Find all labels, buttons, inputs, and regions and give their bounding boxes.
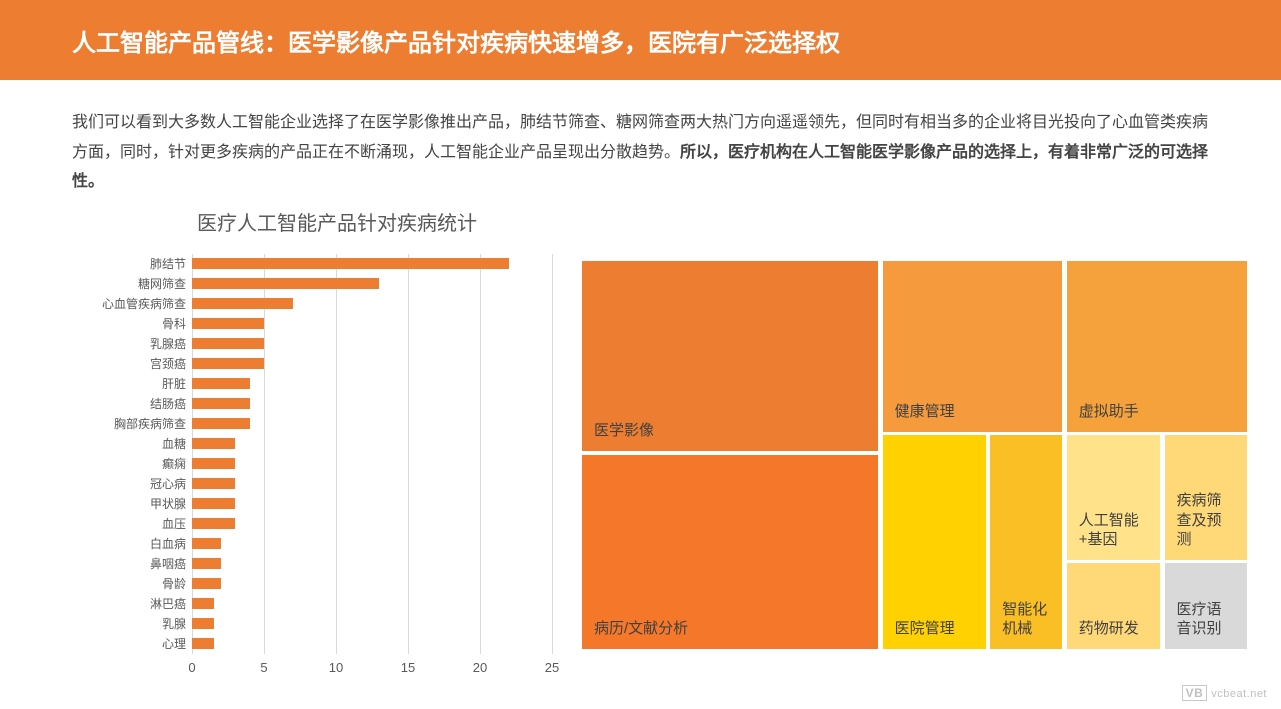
bar: [192, 318, 264, 329]
x-tick-label: 0: [188, 660, 195, 675]
watermark-text: vcbeat.net: [1211, 688, 1267, 700]
bar: [192, 418, 250, 429]
bar: [192, 278, 379, 289]
bar: [192, 298, 293, 309]
bar-row: 血压: [192, 514, 552, 534]
treemap-container: 医学影像病历/文献分析健康管理虚拟助手医院管理智能化机械人工智能+基因药物研发疾…: [582, 207, 1247, 684]
treemap-cell: 健康管理: [883, 261, 1063, 432]
bar-label: 乳腺癌: [77, 335, 192, 352]
x-tick-label: 10: [329, 660, 343, 675]
bar: [192, 398, 250, 409]
treemap-cell: 医疗语音识别: [1165, 563, 1247, 648]
bar: [192, 358, 264, 369]
bar-label: 糖网筛查: [77, 275, 192, 292]
bar-label: 骨科: [77, 315, 192, 332]
bar-row: 结肠癌: [192, 394, 552, 414]
bar-label: 甲状腺: [77, 495, 192, 512]
bar: [192, 338, 264, 349]
bar-label: 肺结节: [77, 255, 192, 272]
x-tick-label: 20: [473, 660, 487, 675]
bar-row: 乳腺癌: [192, 334, 552, 354]
bar: [192, 458, 235, 469]
bar-label: 白血病: [77, 535, 192, 552]
bar-chart-plot-area: 肺结节糖网筛查心血管疾病筛查骨科乳腺癌宫颈癌肝脏结肠癌胸部疾病筛查血糖癫痫冠心病…: [192, 254, 552, 654]
treemap-cell: 疾病筛查及预测: [1165, 435, 1247, 559]
watermark-box: VB: [1182, 685, 1208, 701]
watermark: VBvcbeat.net: [1182, 685, 1267, 701]
bar: [192, 598, 214, 609]
bar-row: 淋巴癌: [192, 594, 552, 614]
content-row: 医疗人工智能产品针对疾病统计 肺结节糖网筛查心血管疾病筛查骨科乳腺癌宫颈癌肝脏结…: [0, 207, 1281, 684]
x-tick-label: 5: [260, 660, 267, 675]
treemap-cell: 医学影像: [582, 261, 878, 451]
bar-label: 鼻咽癌: [77, 555, 192, 572]
bar: [192, 538, 221, 549]
treemap-cell: 智能化机械: [990, 435, 1062, 648]
bar-label: 宫颈癌: [77, 355, 192, 372]
intro-paragraph: 我们可以看到大多数人工智能企业选择了在医学影像推出产品，肺结节筛查、糖网筛查两大…: [0, 80, 1281, 207]
bar-row: 甲状腺: [192, 494, 552, 514]
page-title: 人工智能产品管线：医学影像产品针对疾病快速增多，医院有广泛选择权: [72, 23, 840, 58]
bar-label: 心血管疾病筛查: [77, 295, 192, 312]
bar-label: 肝脏: [77, 375, 192, 392]
bar-row: 骨龄: [192, 574, 552, 594]
bar-row: 胸部疾病筛查: [192, 414, 552, 434]
x-tick-label: 15: [401, 660, 415, 675]
bar-row: 鼻咽癌: [192, 554, 552, 574]
bar: [192, 518, 235, 529]
bar-row: 癫痫: [192, 454, 552, 474]
bar-chart-container: 医疗人工智能产品针对疾病统计 肺结节糖网筛查心血管疾病筛查骨科乳腺癌宫颈癌肝脏结…: [72, 207, 562, 684]
bar: [192, 638, 214, 649]
bar-label: 胸部疾病筛查: [77, 415, 192, 432]
bar-chart-x-axis: 0510152025: [192, 654, 552, 684]
bar-row: 心理: [192, 634, 552, 654]
bar-label: 癫痫: [77, 455, 192, 472]
bar-row: 肺结节: [192, 254, 552, 274]
treemap-cell: 药物研发: [1067, 563, 1160, 648]
bar-label: 血糖: [77, 435, 192, 452]
bar-label: 血压: [77, 515, 192, 532]
header-band: 人工智能产品管线：医学影像产品针对疾病快速增多，医院有广泛选择权: [0, 0, 1281, 80]
bar-chart-title: 医疗人工智能产品针对疾病统计: [112, 207, 562, 236]
bar-label: 骨龄: [77, 575, 192, 592]
bar-row: 骨科: [192, 314, 552, 334]
treemap: 医学影像病历/文献分析健康管理虚拟助手医院管理智能化机械人工智能+基因药物研发疾…: [582, 261, 1247, 649]
bar: [192, 478, 235, 489]
bar-row: 心血管疾病筛查: [192, 294, 552, 314]
bar-row: 乳腺: [192, 614, 552, 634]
bar: [192, 258, 509, 269]
bar-chart: 肺结节糖网筛查心血管疾病筛查骨科乳腺癌宫颈癌肝脏结肠癌胸部疾病筛查血糖癫痫冠心病…: [72, 254, 562, 684]
treemap-cell: 虚拟助手: [1067, 261, 1247, 432]
bar-label: 冠心病: [77, 475, 192, 492]
bar-label: 淋巴癌: [77, 595, 192, 612]
bar-row: 白血病: [192, 534, 552, 554]
bar: [192, 558, 221, 569]
treemap-cell: 人工智能+基因: [1067, 435, 1160, 559]
bar: [192, 438, 235, 449]
grid-line: [552, 254, 553, 654]
bar: [192, 378, 250, 389]
bar-row: 血糖: [192, 434, 552, 454]
bar-row: 肝脏: [192, 374, 552, 394]
bar-label: 乳腺: [77, 615, 192, 632]
treemap-cell: 病历/文献分析: [582, 455, 878, 649]
bar: [192, 618, 214, 629]
treemap-cell: 医院管理: [883, 435, 986, 648]
bar-label: 结肠癌: [77, 395, 192, 412]
bar-row: 宫颈癌: [192, 354, 552, 374]
bar-label: 心理: [77, 635, 192, 652]
bar-row: 冠心病: [192, 474, 552, 494]
bar: [192, 578, 221, 589]
bar: [192, 498, 235, 509]
bar-row: 糖网筛查: [192, 274, 552, 294]
x-tick-label: 25: [545, 660, 559, 675]
